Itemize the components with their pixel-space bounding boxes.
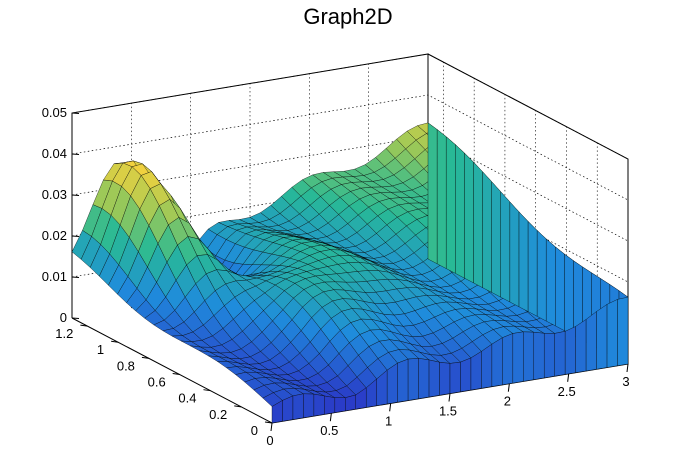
- surface-front: [481, 343, 493, 389]
- surface-front: [617, 296, 629, 366]
- surface-mesh: [71, 122, 629, 424]
- x-tick-label: 2: [504, 394, 511, 409]
- x-tick-mark: [270, 422, 273, 432]
- surface-side: [455, 144, 465, 279]
- surface-side: [464, 152, 474, 284]
- surface-front: [418, 358, 430, 399]
- x-tick-mark: [567, 373, 570, 382]
- surface-front: [345, 394, 356, 412]
- x-tick-label: 2.5: [558, 384, 576, 399]
- chart-title: Graph2D: [303, 4, 393, 29]
- surface-front: [533, 332, 545, 380]
- y-tick-label: 0: [251, 423, 258, 438]
- x-tick-mark: [329, 413, 332, 422]
- surface-side: [473, 161, 483, 288]
- surface-front: [313, 393, 325, 417]
- y-tick-mark: [111, 340, 119, 343]
- surface-front: [523, 331, 534, 382]
- x-tick-label: 0: [266, 433, 273, 448]
- z-tick-mark: [71, 153, 80, 155]
- y-tick-mark: [141, 356, 149, 359]
- surface-front: [585, 311, 597, 372]
- z-gridline: [71, 53, 629, 160]
- surface-front: [428, 359, 440, 398]
- surface-side: [527, 220, 538, 317]
- surface-side: [518, 211, 529, 312]
- x-tick-label: 1: [385, 413, 392, 428]
- z-tick-label: 0.03: [42, 187, 67, 202]
- surface-front: [282, 395, 294, 422]
- surface-front: [544, 333, 555, 379]
- surface-side: [546, 238, 556, 327]
- surface-front: [460, 357, 472, 392]
- surface-front: [449, 361, 461, 394]
- surface-side: [436, 129, 447, 269]
- z-tick-mark: [71, 235, 80, 237]
- y-tick-mark: [264, 421, 273, 424]
- x-tick-label: 1.5: [439, 404, 457, 419]
- z-tick-mark: [71, 112, 80, 114]
- surface-side: [446, 136, 456, 274]
- surface-front: [397, 358, 409, 403]
- z-tick-label: 0.02: [42, 228, 67, 243]
- surface-front: [512, 331, 524, 384]
- surface-front: [502, 333, 513, 386]
- y-tick-label: 0.2: [209, 407, 227, 422]
- surface-side: [536, 230, 547, 322]
- surface-front: [387, 362, 398, 405]
- surface-side: [555, 246, 565, 331]
- y-tick-mark: [234, 405, 242, 408]
- surface-front: [470, 351, 482, 391]
- surface-front: [324, 395, 335, 415]
- y-tick-label: 1: [97, 342, 104, 357]
- y-tick-mark: [172, 373, 180, 376]
- surface-front: [303, 393, 315, 419]
- surface-front: [575, 319, 587, 373]
- surface-side: [427, 122, 438, 265]
- x-tick-mark: [389, 403, 392, 412]
- y-tick-label: 0.4: [178, 391, 196, 406]
- axis-ticks: 00.010.020.030.040.0500.20.40.60.811.200…: [42, 105, 630, 448]
- surface-front: [292, 393, 304, 420]
- x-tick-label: 0.5: [320, 423, 338, 438]
- surface-side: [509, 201, 520, 308]
- z-tick-mark: [71, 276, 80, 278]
- surface-front: [439, 362, 451, 396]
- z-tick-label: 0.05: [42, 105, 67, 120]
- surface-front: [407, 358, 419, 401]
- x-tick-mark: [507, 383, 510, 392]
- z-tick-label: 0: [60, 310, 67, 325]
- surface-front: [554, 331, 566, 377]
- z-tick-mark: [71, 317, 80, 319]
- x-tick-mark: [626, 363, 629, 373]
- y-tick-mark: [203, 389, 211, 392]
- x-tick-label: 3: [622, 374, 629, 389]
- surface-front: [491, 337, 503, 387]
- surface-side: [482, 171, 492, 293]
- surface-front: [606, 299, 618, 368]
- x-tick-mark: [448, 393, 451, 402]
- surface-side: [500, 191, 510, 303]
- surface-front: [334, 397, 346, 413]
- z-tick-label: 0.01: [42, 269, 67, 284]
- surface-front: [565, 326, 576, 375]
- y-tick-mark: [80, 324, 88, 327]
- y-tick-label: 0.6: [148, 375, 166, 390]
- surface-side: [564, 253, 574, 336]
- y-tick-label: 0.8: [117, 358, 135, 373]
- surface-front: [596, 304, 608, 370]
- z-tick-mark: [71, 194, 80, 196]
- z-tick-label: 0.04: [42, 146, 67, 161]
- y-tick-label: 1.2: [55, 326, 73, 341]
- surface-side: [491, 181, 501, 298]
